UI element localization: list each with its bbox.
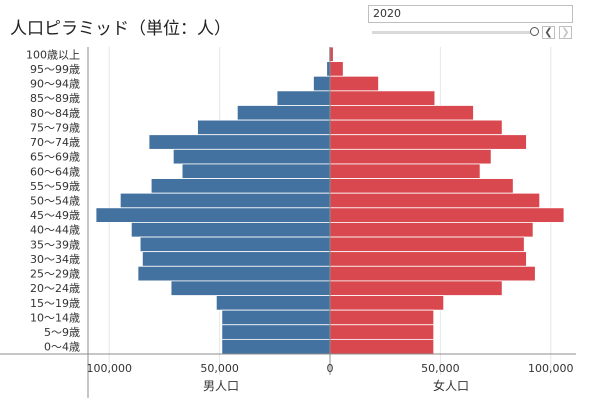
x-axis-label-male: 男人口 bbox=[203, 379, 239, 393]
category-label-17: 15〜19歳 bbox=[30, 297, 80, 310]
bar-male-6 bbox=[148, 134, 331, 150]
bar-male-20 bbox=[221, 338, 331, 355]
x-axis-label-female: 女人口 bbox=[433, 378, 469, 393]
bar-female-1 bbox=[329, 61, 344, 77]
category-label-9: 55〜59歳 bbox=[30, 180, 80, 193]
year-slider-thumb[interactable] bbox=[530, 27, 539, 36]
category-label-19: 5〜9歳 bbox=[44, 326, 80, 339]
bar-male-18 bbox=[221, 309, 331, 326]
page-title: 人口ピラミッド（単位：人） bbox=[10, 19, 231, 39]
bar-female-4 bbox=[329, 105, 474, 121]
bar-female-10 bbox=[329, 192, 541, 209]
bar-male-15 bbox=[137, 265, 331, 282]
bar-female-8 bbox=[329, 163, 481, 179]
year-filter-input[interactable]: 2020 bbox=[368, 5, 573, 23]
category-label-2: 90〜94歳 bbox=[30, 78, 80, 91]
category-label-1: 95〜99歳 bbox=[30, 63, 80, 76]
category-label-0: 100歳以上 bbox=[26, 48, 80, 61]
bar-male-17 bbox=[215, 295, 331, 311]
bar-male-19 bbox=[221, 324, 331, 340]
bar-female-2 bbox=[329, 75, 379, 92]
chevron-left-icon[interactable]: ❮ bbox=[542, 26, 555, 39]
category-label-7: 65〜69歳 bbox=[30, 151, 80, 164]
bar-female-3 bbox=[329, 90, 436, 106]
bar-female-18 bbox=[329, 309, 435, 326]
bar-female-11 bbox=[329, 207, 565, 223]
x-tick-label-4: 100,000 bbox=[528, 362, 574, 375]
category-label-15: 25〜29歳 bbox=[30, 268, 80, 281]
bar-female-12 bbox=[329, 222, 534, 238]
bar-female-5 bbox=[329, 119, 503, 136]
bar-male-13 bbox=[139, 236, 331, 253]
bar-male-12 bbox=[130, 222, 331, 238]
bar-male-7 bbox=[172, 148, 331, 165]
category-label-12: 40〜44歳 bbox=[30, 224, 80, 237]
bar-female-6 bbox=[329, 134, 527, 150]
bar-male-10 bbox=[119, 192, 331, 209]
bar-female-13 bbox=[329, 236, 525, 253]
bar-female-15 bbox=[329, 265, 536, 282]
x-tick-label-2: 0 bbox=[327, 362, 334, 375]
category-label-3: 85〜89歳 bbox=[30, 92, 80, 105]
category-label-5: 75〜79歳 bbox=[30, 121, 80, 134]
category-label-6: 70〜74歳 bbox=[30, 136, 80, 149]
bar-female-7 bbox=[329, 148, 492, 165]
bar-male-14 bbox=[141, 251, 331, 267]
bar-female-9 bbox=[329, 178, 514, 194]
category-label-10: 50〜54歳 bbox=[30, 195, 80, 208]
bar-male-5 bbox=[197, 119, 331, 136]
category-label-11: 45〜49歳 bbox=[30, 209, 80, 222]
bar-female-20 bbox=[329, 338, 435, 355]
bar-male-3 bbox=[276, 90, 331, 106]
category-label-4: 80〜84歳 bbox=[30, 107, 80, 120]
category-label-14: 30〜34歳 bbox=[30, 253, 80, 266]
category-label-13: 35〜39歳 bbox=[30, 238, 80, 251]
bar-female-16 bbox=[329, 280, 503, 296]
bar-male-9 bbox=[150, 178, 331, 194]
x-tick-label-3: 50,000 bbox=[421, 362, 460, 375]
bar-male-16 bbox=[170, 280, 331, 296]
bar-female-17 bbox=[329, 295, 445, 311]
bar-male-4 bbox=[236, 105, 331, 121]
x-tick-label-1: 50,000 bbox=[200, 362, 239, 375]
year-slider-track[interactable] bbox=[372, 31, 532, 34]
category-label-18: 10〜14歳 bbox=[30, 311, 80, 324]
category-label-20: 0〜4歳 bbox=[44, 341, 80, 354]
bar-male-2 bbox=[313, 75, 331, 92]
category-label-8: 60〜64歳 bbox=[30, 165, 80, 178]
x-tick-label-0: 100,000 bbox=[86, 362, 132, 375]
bar-female-19 bbox=[329, 324, 435, 340]
category-label-16: 20〜24歳 bbox=[30, 282, 80, 295]
axes: 100,000 50,000 0 50,000 100,000 bbox=[0, 47, 576, 398]
chevron-right-icon[interactable]: ❯ bbox=[559, 26, 572, 39]
bar-female-14 bbox=[329, 251, 527, 267]
bar-male-11 bbox=[95, 207, 331, 223]
bar-male-8 bbox=[181, 163, 331, 179]
